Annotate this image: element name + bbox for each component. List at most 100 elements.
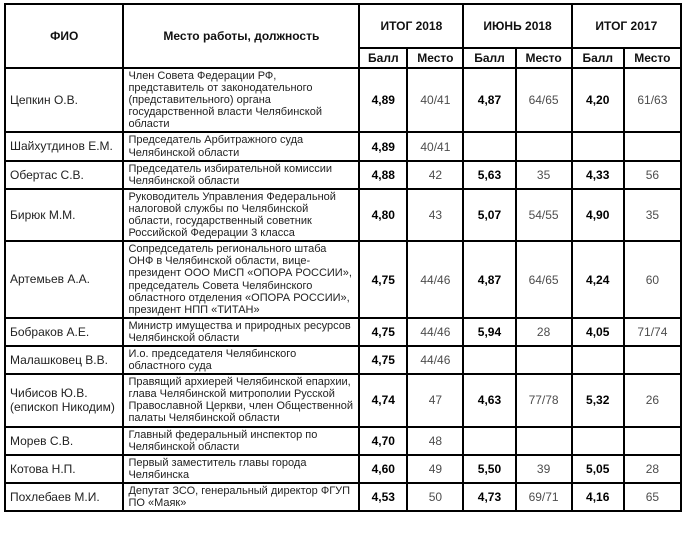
- place-cell: 61/63: [622, 66, 683, 134]
- place-cell: 44/46: [406, 240, 465, 319]
- place-cell: 39: [514, 453, 573, 484]
- score-cell: 4,60: [358, 453, 409, 484]
- table-row: Морев С.В. Главный федеральный инспектор…: [3, 425, 683, 456]
- score-cell: 5,07: [462, 187, 517, 243]
- person-name: Морев С.В.: [3, 425, 125, 456]
- score-cell: 4,89: [358, 131, 409, 162]
- score-cell: [462, 344, 517, 376]
- rating-table: ФИО Место работы, должность ИТОГ 2018 ИЮ…: [3, 3, 683, 513]
- place-cell: 64/65: [514, 240, 573, 319]
- place-cell: 43: [406, 187, 465, 243]
- person-job: Член Совета Федерации РФ, представитель …: [122, 66, 361, 134]
- header-row-sub: Балл Место Балл Место Балл Место: [5, 47, 683, 69]
- place-cell: 35: [514, 159, 573, 190]
- score-cell: 4,63: [462, 373, 517, 428]
- header-group-june-2018: ИЮНЬ 2018: [462, 3, 573, 49]
- score-cell: 5,50: [462, 453, 517, 484]
- score-cell: 4,87: [462, 66, 517, 134]
- place-cell: 44/46: [406, 344, 465, 376]
- table-row: Бирюк М.М. Руководитель Управления Федер…: [3, 187, 683, 243]
- place-cell: 28: [514, 316, 573, 347]
- table-row: Котова Н.П. Первый заместитель главы гор…: [3, 453, 683, 484]
- table-row: Похлебаев М.И. Депутат ЗСО, генеральный …: [3, 481, 683, 513]
- place-cell: [622, 131, 683, 162]
- place-cell: [622, 425, 683, 456]
- score-cell: [570, 344, 625, 376]
- person-job: Правящий архиерей Челябинской епархии, г…: [122, 373, 361, 428]
- table-row: Обертас С.В. Председатель избирательной …: [3, 159, 683, 190]
- person-job: И.о. председателя Челябинского областног…: [122, 344, 361, 376]
- person-name: Чибисов Ю.В. (епископ Никодим): [3, 373, 125, 428]
- place-cell: 40/41: [406, 66, 465, 134]
- table-row: Артемьев А.А. Сопредседатель регионально…: [3, 240, 683, 319]
- header-score-total-2018: Балл: [358, 47, 409, 69]
- place-cell: 54/55: [514, 187, 573, 243]
- table-row: Малашковец В.В. И.о. председателя Челяби…: [3, 344, 683, 376]
- header-group-total-2017: ИТОГ 2017: [570, 3, 683, 49]
- header-fio: ФИО: [3, 3, 125, 69]
- person-job: Первый заместитель главы города Челябинс…: [122, 453, 361, 484]
- place-cell: [514, 344, 573, 376]
- score-cell: 5,63: [462, 159, 517, 190]
- score-cell: 4,80: [358, 187, 409, 243]
- header-place-total-2018: Место: [406, 47, 465, 69]
- score-cell: 4,87: [462, 240, 517, 319]
- header-score-total-2017: Балл: [570, 47, 625, 69]
- person-name: Котова Н.П.: [3, 453, 125, 484]
- score-cell: 4,53: [358, 481, 409, 513]
- page: ФИО Место работы, должность ИТОГ 2018 ИЮ…: [3, 3, 683, 513]
- score-cell: 4,70: [358, 425, 409, 456]
- place-cell: 42: [406, 159, 465, 190]
- place-cell: 28: [622, 453, 683, 484]
- score-cell: 4,33: [570, 159, 625, 190]
- score-cell: 4,75: [358, 344, 409, 376]
- score-cell: 4,73: [462, 481, 517, 513]
- place-cell: 50: [406, 481, 465, 513]
- place-cell: 48: [406, 425, 465, 456]
- person-job: Руководитель Управления Федеральной нало…: [122, 187, 361, 243]
- place-cell: 47: [406, 373, 465, 428]
- table-row: Цепкин О.В. Член Совета Федерации РФ, пр…: [3, 66, 683, 134]
- score-cell: 4,24: [570, 240, 625, 319]
- place-cell: 77/78: [514, 373, 573, 428]
- person-name: Цепкин О.В.: [3, 66, 125, 134]
- score-cell: [570, 131, 625, 162]
- header-job: Место работы, должность: [122, 3, 361, 69]
- score-cell: 4,89: [358, 66, 409, 134]
- person-name: Шайхутдинов Е.М.: [3, 131, 125, 162]
- place-cell: [622, 344, 683, 376]
- score-cell: [462, 131, 517, 162]
- table-row: Шайхутдинов Е.М. Председатель Арбитражно…: [3, 131, 683, 162]
- score-cell: 5,05: [570, 453, 625, 484]
- person-job: Главный федеральный инспектор по Челябин…: [122, 425, 361, 456]
- score-cell: 5,94: [462, 316, 517, 347]
- place-cell: 49: [406, 453, 465, 484]
- score-cell: [570, 425, 625, 456]
- place-cell: 26: [622, 373, 683, 428]
- score-cell: 4,20: [570, 66, 625, 134]
- person-job: Министр имущества и природных ресурсов Ч…: [122, 316, 361, 347]
- place-cell: 64/65: [514, 66, 573, 134]
- person-name: Бобраков А.Е.: [3, 316, 125, 347]
- person-name: Малашковец В.В.: [3, 344, 125, 376]
- person-job: Сопредседатель регионального штаба ОНФ в…: [122, 240, 361, 319]
- person-job: Председатель избирательной комиссии Челя…: [122, 159, 361, 190]
- person-name: Бирюк М.М.: [3, 187, 125, 243]
- score-cell: 4,90: [570, 187, 625, 243]
- score-cell: 4,74: [358, 373, 409, 428]
- header-place-total-2017: Место: [622, 47, 683, 69]
- place-cell: 65: [622, 481, 683, 513]
- place-cell: [514, 425, 573, 456]
- header-group-total-2018: ИТОГ 2018: [358, 3, 465, 49]
- score-cell: 4,75: [358, 316, 409, 347]
- place-cell: 44/46: [406, 316, 465, 347]
- place-cell: 56: [622, 159, 683, 190]
- score-cell: 4,88: [358, 159, 409, 190]
- score-cell: 4,75: [358, 240, 409, 319]
- person-job: Депутат ЗСО, генеральный директор ФГУП П…: [122, 481, 361, 513]
- table-row: Бобраков А.Е. Министр имущества и природ…: [3, 316, 683, 347]
- person-job: Председатель Арбитражного суда Челябинск…: [122, 131, 361, 162]
- place-cell: 69/71: [514, 481, 573, 513]
- place-cell: 40/41: [406, 131, 465, 162]
- header-place-june-2018: Место: [514, 47, 573, 69]
